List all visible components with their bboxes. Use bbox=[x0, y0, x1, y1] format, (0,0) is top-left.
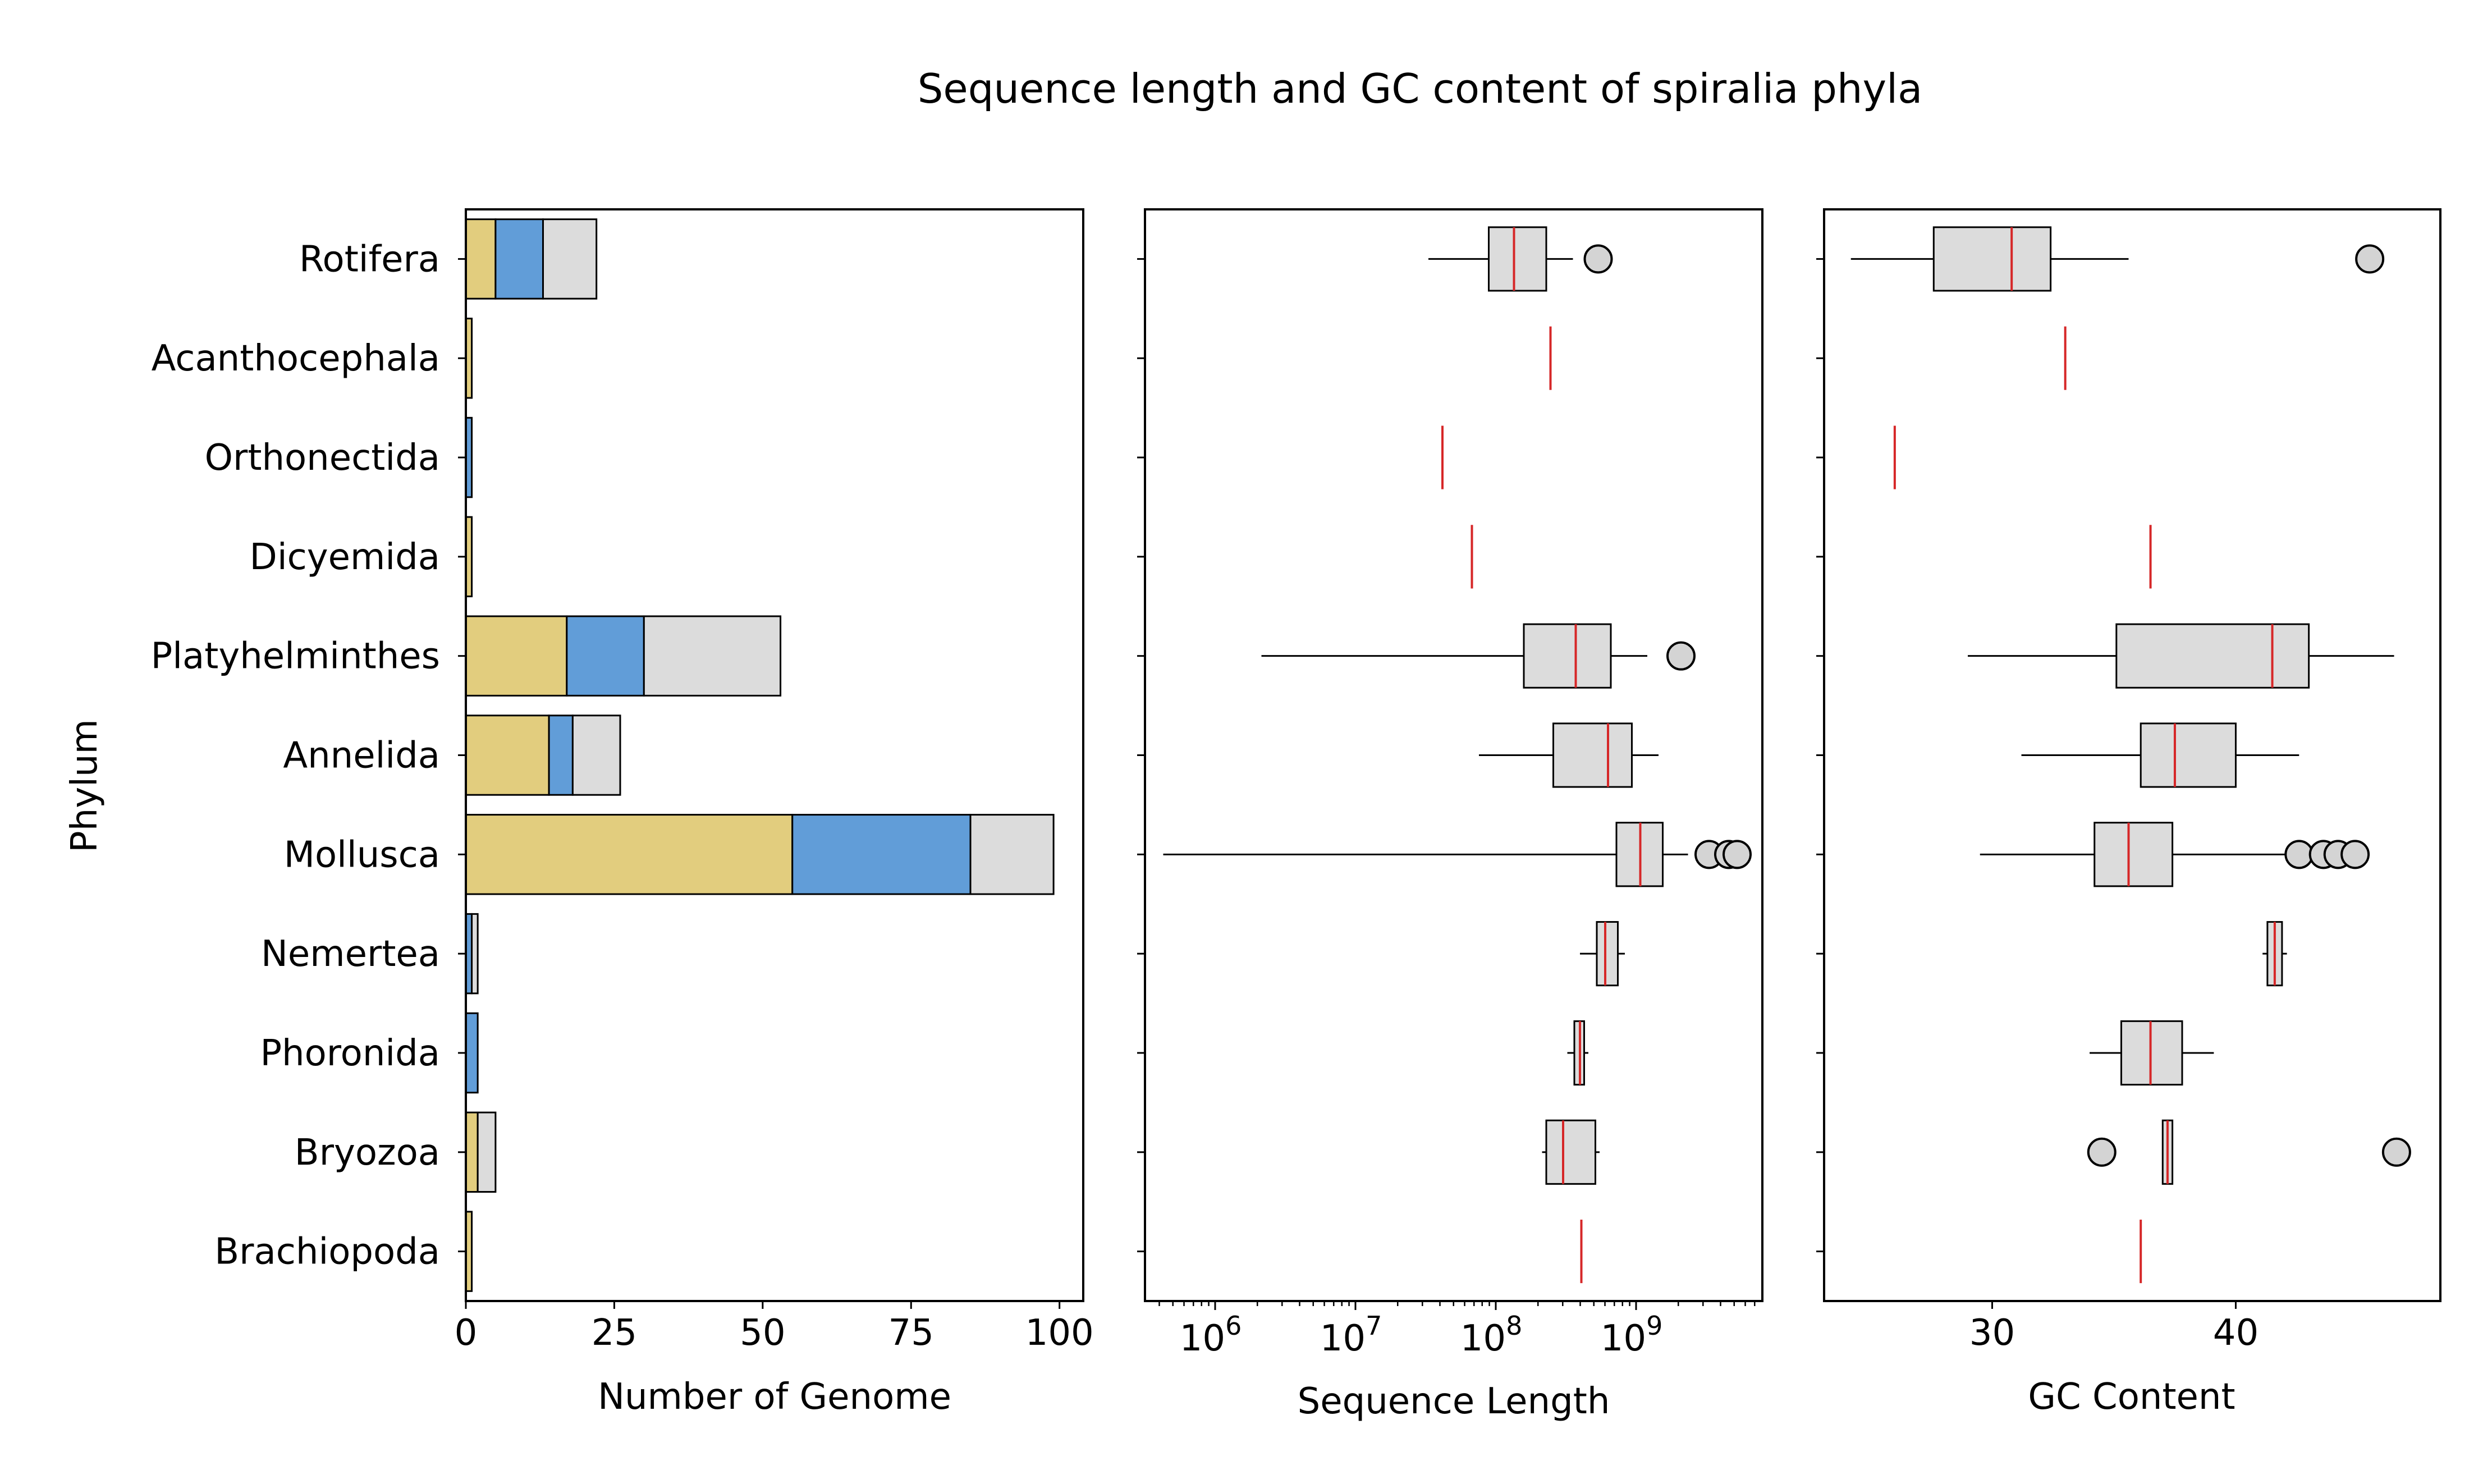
y-tick-label-phoronida: Phoronida bbox=[260, 1033, 440, 1074]
seq-length-rotifera-box bbox=[1488, 226, 1547, 292]
bar-annelida-segment-1 bbox=[465, 714, 550, 796]
gc-content-mollusca-box bbox=[2094, 822, 2174, 887]
bar-mollusca-segment-1 bbox=[465, 814, 794, 895]
x-tick-label: 75 bbox=[888, 1312, 934, 1354]
x-axis-label-sequence-length: Sequence Length bbox=[1298, 1381, 1610, 1422]
y-tick-label-platyhelminthes: Platyhelminthes bbox=[151, 636, 440, 677]
figure-title: Sequence length and GC content of spiral… bbox=[918, 65, 1923, 112]
genome-count-panel: Rotifera Acanthocephala Orthonectida Dicyem… bbox=[151, 208, 1094, 1354]
seq-length-rotifera-outlier-1 bbox=[1583, 244, 1613, 274]
axes-frame bbox=[1144, 208, 1763, 1302]
x-tick-label: 25 bbox=[592, 1312, 637, 1354]
y-tick-label-nemertea: Nemertea bbox=[261, 933, 440, 975]
y-tick-label-mollusca: Mollusca bbox=[284, 834, 440, 876]
bar-rotifera-segment-1 bbox=[465, 218, 497, 300]
y-tick-label-bryozoa: Bryozoa bbox=[295, 1132, 440, 1174]
gc-content-platyhelminthes-box bbox=[2115, 623, 2310, 689]
bar-bryozoa-segment-3 bbox=[477, 1111, 497, 1193]
y-tick-label-dicyemida: Dicyemida bbox=[250, 537, 440, 578]
gc-content-rotifera-box bbox=[1932, 226, 2052, 292]
y-tick-label-orthonectida: Orthonectida bbox=[205, 437, 440, 479]
gc-content-rotifera-outlier-1 bbox=[2355, 244, 2385, 274]
x-axis-label-genome-count: Number of Genome bbox=[598, 1376, 951, 1418]
y-tick-label-acanthocephala: Acanthocephala bbox=[152, 338, 440, 379]
bar-rotifera-segment-3 bbox=[542, 218, 598, 300]
bar-mollusca-segment-3 bbox=[969, 814, 1055, 895]
bar-platyhelminthes-segment-1 bbox=[465, 615, 568, 697]
bar-phoronida-segment-2 bbox=[465, 1012, 479, 1094]
x-tick-label: 30 bbox=[1969, 1312, 2015, 1354]
bar-bryozoa-segment-1 bbox=[465, 1111, 479, 1193]
x-axis-label-gc-content: GC Content bbox=[2028, 1376, 2235, 1418]
seq-length-platyhelminthes-box bbox=[1523, 623, 1612, 689]
bar-platyhelminthes-segment-3 bbox=[643, 615, 782, 697]
x-tick-label: 107 bbox=[1320, 1311, 1382, 1359]
seq-length-nemertea-box bbox=[1596, 921, 1619, 987]
x-tick-label: 108 bbox=[1460, 1311, 1523, 1359]
y-tick-label-annelida: Annelida bbox=[283, 735, 440, 777]
gc-content-mollusca-outlier-4 bbox=[2340, 840, 2370, 869]
x-tick-label: 106 bbox=[1180, 1311, 1242, 1359]
x-tick-label: 100 bbox=[1025, 1312, 1094, 1354]
bar-nemertea-segment-3 bbox=[471, 913, 479, 995]
bar-annelida-segment-2 bbox=[548, 714, 574, 796]
gc-content-bryozoa-outlier-2 bbox=[2381, 1137, 2411, 1167]
bar-platyhelminthes-segment-2 bbox=[566, 615, 645, 697]
y-axis-label: Phylum bbox=[64, 719, 106, 853]
bar-mollusca-segment-2 bbox=[791, 814, 972, 895]
gc-content-mollusca-outlier-1 bbox=[2284, 840, 2314, 869]
seq-length-mollusca-outlier-3 bbox=[1723, 840, 1752, 869]
gc-content-annelida-box bbox=[2140, 722, 2237, 788]
axes-frame bbox=[1823, 208, 2441, 1302]
axes-frame bbox=[465, 208, 1084, 1302]
seq-length-bryozoa-box bbox=[1545, 1119, 1596, 1185]
bar-rotifera-segment-2 bbox=[494, 218, 544, 300]
x-tick-label: 109 bbox=[1601, 1311, 1663, 1359]
gc-content-bryozoa-outlier-1 bbox=[2087, 1137, 2117, 1167]
y-tick-label-brachiopoda: Brachiopoda bbox=[214, 1231, 440, 1273]
sequence-length-panel: 106 107 108 109 bbox=[1137, 208, 1763, 1359]
x-tick-label: 0 bbox=[455, 1312, 478, 1354]
seq-length-platyhelminthes-outlier-1 bbox=[1666, 641, 1696, 671]
gc-content-panel: 30 40 bbox=[1816, 208, 2441, 1354]
seq-length-annelida-box bbox=[1552, 722, 1633, 788]
bar-annelida-segment-3 bbox=[571, 714, 621, 796]
gc-content-phoronida-box bbox=[2120, 1020, 2183, 1086]
x-tick-label: 50 bbox=[740, 1312, 785, 1354]
y-tick-label-rotifera: Rotifera bbox=[299, 239, 440, 280]
x-tick-label: 40 bbox=[2213, 1312, 2259, 1354]
